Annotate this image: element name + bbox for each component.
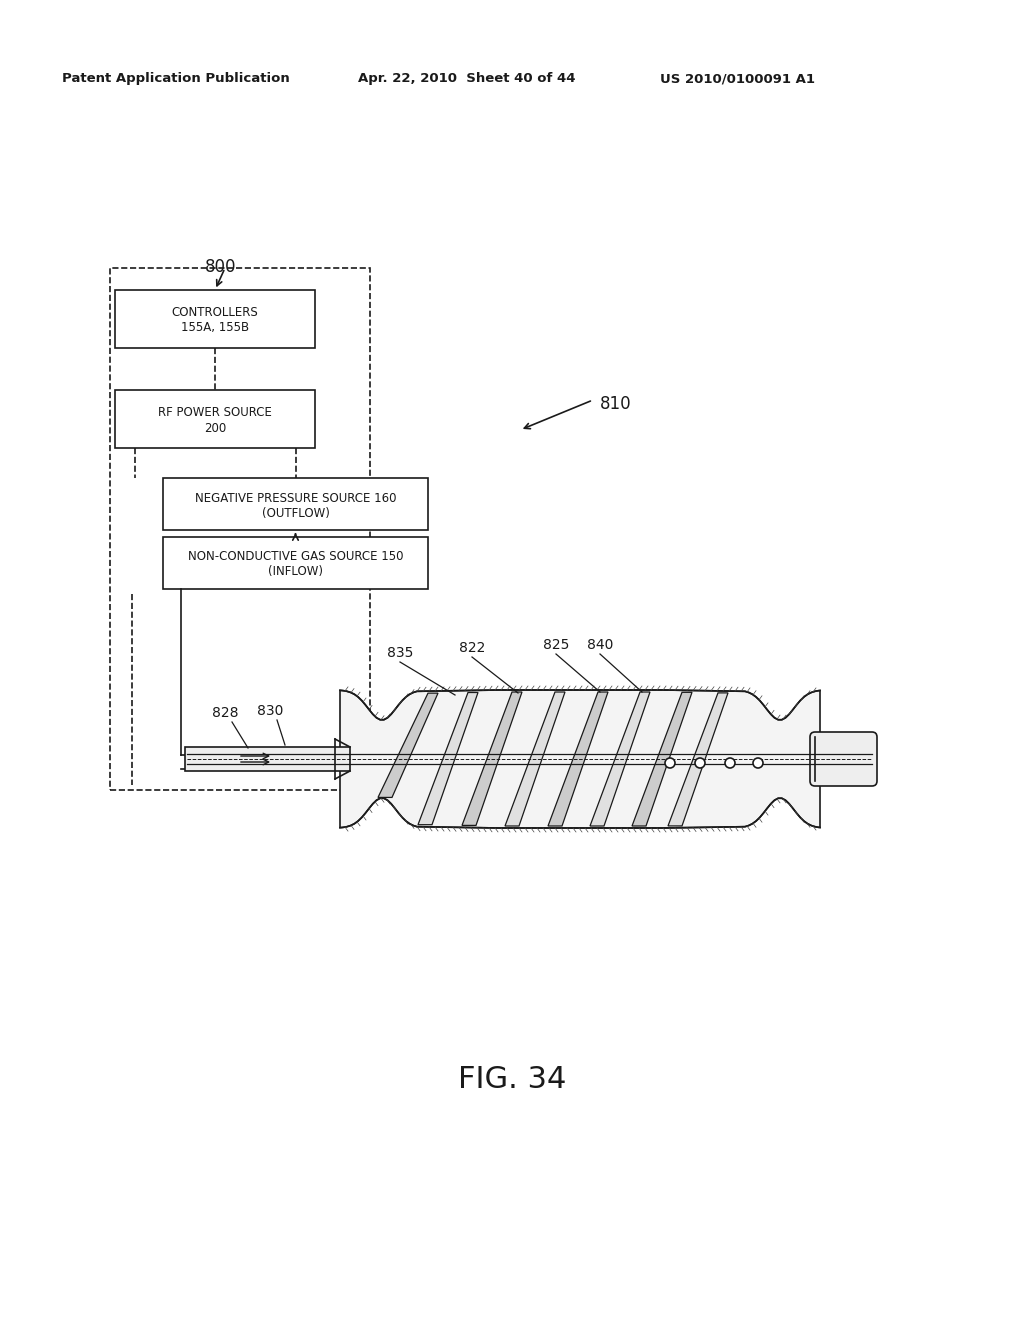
Text: 835: 835: [387, 645, 414, 660]
Polygon shape: [418, 693, 478, 825]
Text: FIG. 34: FIG. 34: [458, 1065, 566, 1094]
Polygon shape: [548, 692, 608, 826]
Circle shape: [753, 758, 763, 768]
Polygon shape: [632, 692, 692, 826]
Circle shape: [725, 758, 735, 768]
Text: (OUTFLOW): (OUTFLOW): [261, 507, 330, 520]
Bar: [110, 268, 370, 789]
Text: Apr. 22, 2010  Sheet 40 of 44: Apr. 22, 2010 Sheet 40 of 44: [358, 73, 575, 84]
Text: (INFLOW): (INFLOW): [268, 565, 323, 578]
Text: 800: 800: [205, 257, 237, 276]
Bar: [115, 389, 315, 447]
Text: 810: 810: [600, 395, 632, 413]
Text: NEGATIVE PRESSURE SOURCE 160: NEGATIVE PRESSURE SOURCE 160: [195, 491, 396, 504]
Polygon shape: [668, 693, 728, 826]
Text: RF POWER SOURCE: RF POWER SOURCE: [158, 407, 272, 420]
Text: NON-CONDUCTIVE GAS SOURCE 150: NON-CONDUCTIVE GAS SOURCE 150: [187, 550, 403, 564]
Polygon shape: [340, 690, 820, 828]
Text: 825: 825: [543, 638, 569, 652]
Text: US 2010/0100091 A1: US 2010/0100091 A1: [660, 73, 815, 84]
Text: 840: 840: [587, 638, 613, 652]
Polygon shape: [590, 692, 650, 826]
Text: CONTROLLERS: CONTROLLERS: [172, 306, 258, 319]
Bar: [163, 478, 428, 531]
Text: Patent Application Publication: Patent Application Publication: [62, 73, 290, 84]
Text: 155A, 155B: 155A, 155B: [181, 322, 249, 334]
Polygon shape: [505, 692, 565, 826]
Circle shape: [665, 758, 675, 768]
Text: 830: 830: [257, 704, 284, 718]
Text: 822: 822: [459, 642, 485, 655]
Bar: [163, 537, 428, 589]
Circle shape: [695, 758, 705, 768]
Polygon shape: [462, 692, 522, 825]
Text: 828: 828: [212, 706, 239, 719]
Bar: [185, 747, 350, 771]
Polygon shape: [378, 693, 438, 797]
Bar: [115, 290, 315, 348]
FancyBboxPatch shape: [810, 733, 877, 785]
Text: 200: 200: [204, 421, 226, 434]
